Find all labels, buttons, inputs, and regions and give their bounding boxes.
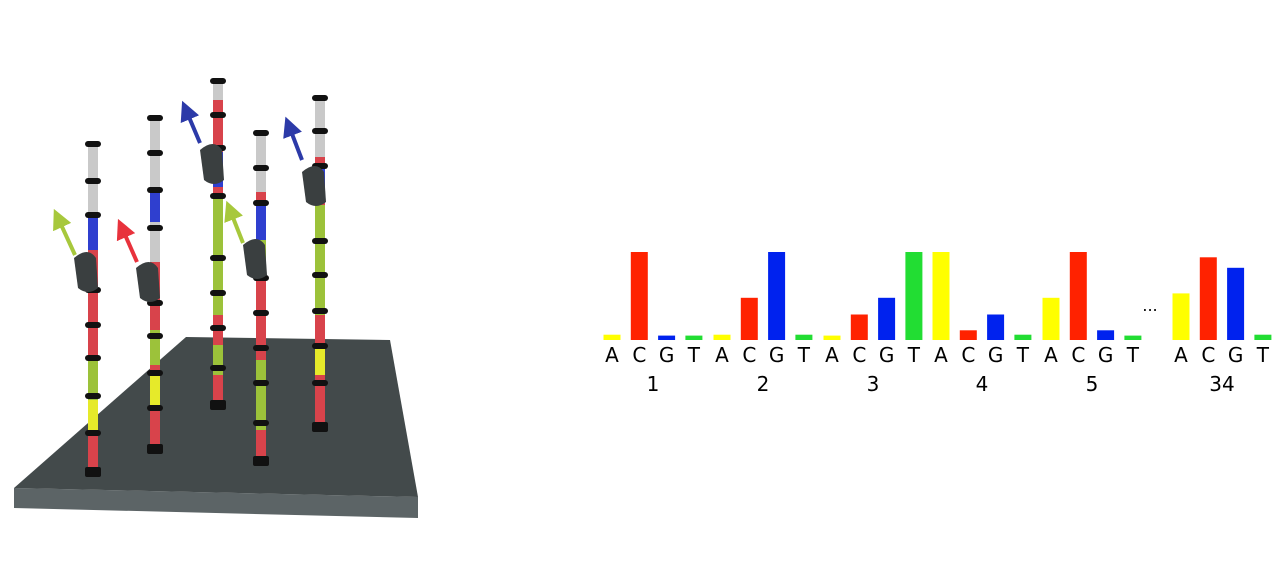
base-label: G — [879, 343, 895, 367]
base-label: T — [687, 343, 701, 367]
bar-G-pos-3 — [878, 297, 896, 340]
base-label: G — [659, 343, 675, 367]
bar-T-pos-5 — [1124, 335, 1142, 340]
base-label: G — [1098, 343, 1114, 367]
base-label: C — [961, 343, 975, 367]
bar-A-pos-4 — [932, 252, 950, 340]
bar-T-pos-3 — [905, 252, 923, 340]
bar-T-pos-2 — [795, 334, 813, 340]
bar-G-pos-4 — [987, 314, 1005, 340]
base-label: C — [1201, 343, 1215, 367]
position-label: 1 — [647, 372, 660, 396]
chart-labels: A C G T1A C G T2A C G T3A C G T4A C G T5A C G T34... — [605, 296, 1270, 396]
chart-bars — [603, 252, 1272, 340]
bar-A-pos-34 — [1172, 293, 1190, 340]
base-label: A — [934, 343, 948, 367]
bar-C-pos-2 — [740, 297, 758, 340]
bar-T-pos-4 — [1014, 334, 1032, 340]
bar-T-pos-34 — [1254, 334, 1272, 340]
bar-G-pos-2 — [768, 252, 786, 340]
base-label: G — [1228, 343, 1244, 367]
bar-G-pos-34 — [1227, 267, 1245, 340]
base-label: C — [852, 343, 866, 367]
base-label: A — [825, 343, 839, 367]
bar-A-pos-1 — [603, 334, 621, 340]
base-label: C — [632, 343, 646, 367]
base-label: T — [797, 343, 811, 367]
ellipsis-label: ... — [1142, 296, 1157, 315]
base-label: T — [1126, 343, 1140, 367]
position-label: 4 — [976, 372, 989, 396]
dna-strand — [302, 95, 328, 432]
bar-C-pos-34 — [1199, 257, 1217, 340]
dna-strand — [200, 78, 226, 410]
dna-strand — [74, 141, 101, 477]
position-label: 34 — [1209, 372, 1234, 396]
bar-A-pos-3 — [823, 335, 841, 340]
polymerase-icon — [200, 144, 224, 184]
bar-G-pos-1 — [658, 335, 676, 340]
base-label: G — [988, 343, 1004, 367]
polymerase-icon — [136, 262, 160, 302]
position-label: 5 — [1086, 372, 1099, 396]
base-label: A — [1044, 343, 1058, 367]
dna-strand — [136, 115, 163, 454]
polymerase-icon — [243, 239, 267, 279]
flow-cell-side — [14, 488, 418, 518]
base-label: A — [1174, 343, 1188, 367]
blue-arrow-icon — [180, 100, 202, 144]
polymerase-icon — [302, 166, 326, 206]
bar-C-pos-5 — [1069, 252, 1087, 340]
base-label: T — [1256, 343, 1270, 367]
red-arrow-icon — [116, 218, 139, 263]
base-label: C — [1071, 343, 1085, 367]
position-label: 2 — [757, 372, 770, 396]
base-label: G — [769, 343, 785, 367]
base-label: T — [907, 343, 921, 367]
base-label: A — [715, 343, 729, 367]
bar-A-pos-2 — [713, 334, 731, 340]
base-label: C — [742, 343, 756, 367]
bar-A-pos-5 — [1042, 297, 1060, 340]
green-arrow-icon — [224, 200, 245, 244]
green-arrow-icon — [53, 208, 77, 256]
base-label: T — [1016, 343, 1030, 367]
base-label: A — [605, 343, 619, 367]
sequencing-illustration — [14, 78, 418, 518]
bar-G-pos-5 — [1097, 330, 1115, 340]
bar-C-pos-3 — [850, 314, 868, 340]
blue-arrow-icon — [283, 116, 304, 161]
polymerase-icon — [74, 252, 98, 292]
dna-strand — [243, 130, 269, 466]
bar-T-pos-1 — [685, 335, 703, 340]
bar-C-pos-1 — [630, 252, 648, 340]
bar-C-pos-4 — [959, 330, 977, 340]
position-label: 3 — [867, 372, 880, 396]
